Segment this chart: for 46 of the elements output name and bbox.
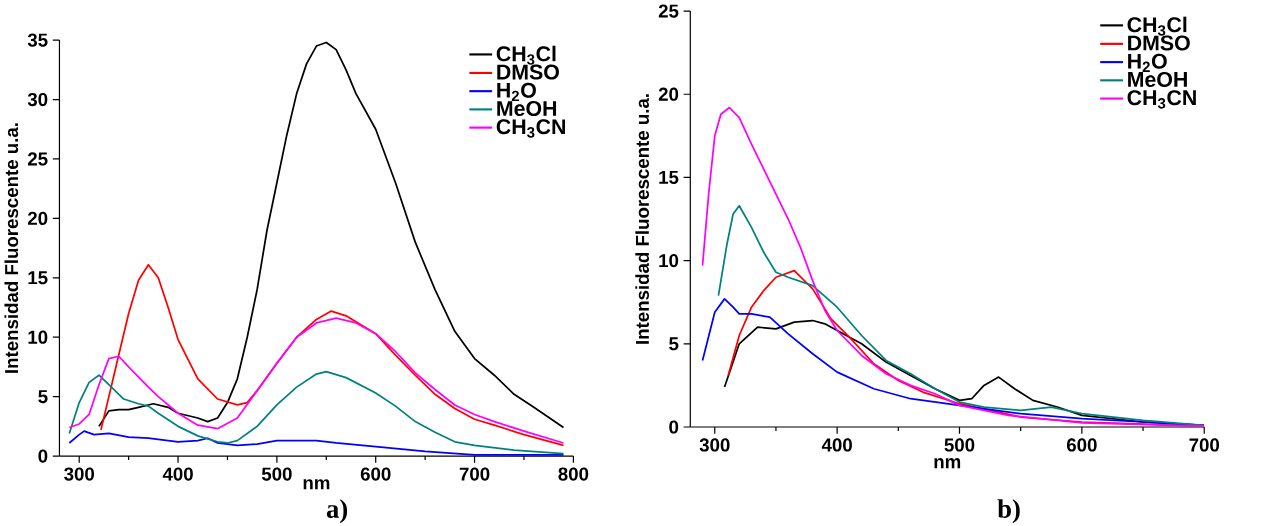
- legend-label: CH$_{3}$CN: [1127, 90, 1196, 109]
- x-tick-label: 500: [261, 467, 292, 481]
- y-tick-label: 10: [659, 254, 679, 268]
- x-tick-label: 500: [944, 438, 975, 452]
- legend-label: H$_{2}$O: [1128, 53, 1167, 73]
- legend-label: DMSO: [497, 64, 559, 80]
- legend-label: CH$_{3}$CN: [496, 119, 566, 138]
- legend-label: MeOH: [497, 101, 557, 117]
- x-tick-label: 800: [558, 467, 589, 481]
- y-tick-label: 35: [27, 33, 48, 47]
- x-axis-title: nm: [934, 458, 961, 469]
- y-tick-label: 15: [28, 271, 48, 285]
- x-axis-title: nm: [303, 479, 330, 490]
- y-tick-label: 30: [27, 93, 48, 107]
- x-tick-label: 400: [162, 467, 193, 481]
- x-tick-label: 600: [360, 467, 391, 481]
- legend-label: CH$_{3}$Cl: [496, 45, 556, 65]
- text: b): [997, 499, 1020, 524]
- y-tick-label: 5: [669, 337, 679, 351]
- y-tick-label: 0: [669, 420, 679, 434]
- y-tick-label: 20: [658, 87, 679, 102]
- legend-label: CH$_{3}$Cl: [1127, 16, 1187, 36]
- legend-label: H$_{2}$O: [497, 82, 536, 102]
- x-tick-label: 700: [459, 467, 490, 481]
- x-tick-label: 400: [821, 438, 852, 452]
- y-tick-label: 25: [27, 152, 48, 166]
- x-tick-label: 300: [64, 467, 95, 481]
- y-tick-label: 10: [28, 330, 48, 345]
- y-tick-label: 25: [658, 4, 679, 18]
- legend-label: MeOH: [1128, 72, 1187, 88]
- y-axis-title: Intensidad Fluorescente u.a.: [635, 94, 650, 344]
- y-tick-label: 20: [27, 211, 48, 226]
- x-tick-label: 700: [1189, 438, 1220, 452]
- legend-label: DMSO: [1128, 35, 1190, 51]
- y-tick-label: 5: [38, 390, 48, 404]
- line-series: [68, 317, 565, 445]
- x-tick-label: 300: [699, 438, 730, 452]
- x-tick-label: 600: [1066, 438, 1097, 452]
- line-series: [100, 264, 565, 447]
- line-series: [68, 430, 565, 456]
- y-tick-label: 15: [659, 171, 679, 185]
- line-series: [68, 371, 565, 455]
- line-series: [98, 41, 565, 429]
- text: a): [326, 499, 348, 524]
- y-tick-label: 0: [38, 449, 48, 463]
- y-axis-title: Intensidad Fluorescente u.a.: [4, 123, 19, 374]
